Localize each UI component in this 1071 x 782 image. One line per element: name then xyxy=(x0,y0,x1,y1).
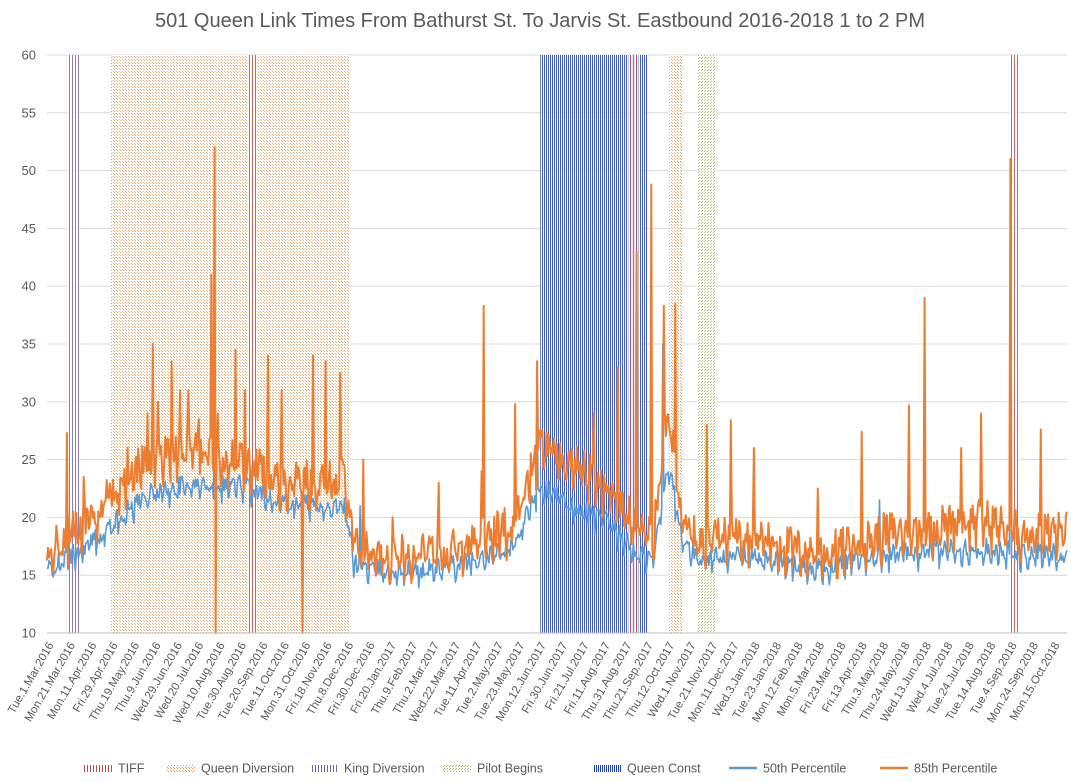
event-band-king-diversion xyxy=(66,55,81,633)
legend-label: TIFF xyxy=(118,762,145,776)
series-line-85th xyxy=(46,146,1068,634)
event-band-tiff xyxy=(1009,55,1020,633)
event-band-pilot-begins xyxy=(697,55,717,633)
y-tick-label: 55 xyxy=(22,105,36,120)
y-tick-label: 45 xyxy=(22,221,36,236)
y-tick-label: 30 xyxy=(22,394,36,409)
legend-label: 85th Percentile xyxy=(914,762,997,776)
legend-label: 50th Percentile xyxy=(763,762,846,776)
x-axis: Tue.1.Mar.2016Mon.21.Mar.2016Mon.11.Apr.… xyxy=(6,640,1062,726)
event-band-tiff xyxy=(628,55,639,633)
y-tick-label: 15 xyxy=(22,568,36,583)
legend-swatch xyxy=(443,765,471,772)
y-tick-label: 60 xyxy=(22,48,36,63)
legend-swatch xyxy=(593,765,621,772)
legend-label: Queen Const xyxy=(627,762,701,776)
event-band-tiff xyxy=(247,55,258,633)
y-tick-label: 50 xyxy=(22,163,36,178)
y-axis: 10 15 20 25 30 35 40 45 50 55 60 xyxy=(22,48,1067,641)
legend-label: Pilot Begins xyxy=(477,762,543,776)
event-band-queen-diversion xyxy=(110,55,350,633)
y-tick-label: 25 xyxy=(22,452,36,467)
legend-swatch xyxy=(167,765,195,772)
series-lines xyxy=(46,146,1068,634)
y-tick-label: 40 xyxy=(22,279,36,294)
legend-swatch xyxy=(84,765,112,772)
legend-label: King Diversion xyxy=(344,762,425,776)
legend-swatch xyxy=(310,765,338,772)
y-tick-label: 20 xyxy=(22,510,36,525)
y-tick-label: 35 xyxy=(22,337,36,352)
event-bands xyxy=(66,55,1020,633)
y-tick-label: 10 xyxy=(22,626,36,641)
legend: TIFF Queen Diversion King Diversion Pilot B… xyxy=(84,762,997,776)
chart-title: 501 Queen Link Times From Bathurst St. T… xyxy=(155,10,925,32)
legend-label: Queen Diversion xyxy=(201,762,294,776)
